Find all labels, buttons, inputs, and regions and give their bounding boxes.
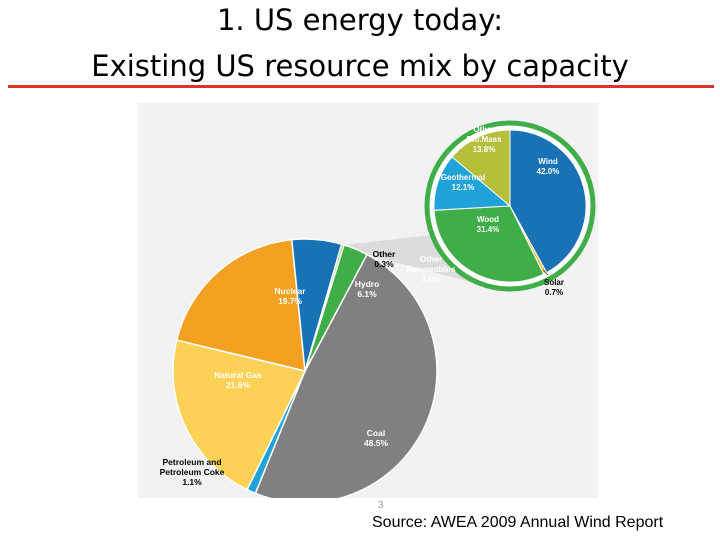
- title-underline: [8, 85, 714, 88]
- label-other-renewables: Other Renewables 3.0%: [406, 254, 455, 284]
- label-natural-gas: Natural Gas 21.6%: [214, 370, 262, 390]
- page-number: 3: [378, 500, 384, 511]
- slice-labels: Coal 48.5% Petroleum and Petroleum Coke 1.1%…: [160, 125, 564, 487]
- slice-wind: [509, 129, 587, 274]
- slide-title-line-1: 1. US energy today:: [216, 3, 504, 37]
- slice-wood: [433, 205, 545, 283]
- pie-chart-svg: Coal 48.5% Petroleum and Petroleum Coke 1.1%…: [160, 120, 596, 498]
- label-geothermal: Geothermal 12.1%: [441, 173, 485, 192]
- label-coal: Coal 48.5%: [364, 428, 389, 448]
- slide-title-line-2: Existing US resource mix by capacity: [91, 49, 629, 83]
- label-other-bio-mass: Other Bio.Mass 13.8%: [466, 125, 502, 154]
- label-nuclear: Nuclear 19.7%: [274, 286, 306, 306]
- slice-other-renewables: [304, 243, 368, 372]
- source-note: Source: AWEA 2009 Annual Wind Report: [372, 514, 664, 531]
- label-wind: Wind 42.0%: [537, 157, 560, 176]
- slice-coal: [254, 253, 438, 498]
- detail-pie: [424, 120, 596, 292]
- slice-nuclear: [175, 238, 306, 372]
- label-petroleum-and-petroleum-coke: Petroleum and Petroleum Coke 1.1%: [160, 457, 225, 487]
- label-wood: Wood 31.4%: [477, 215, 500, 234]
- label-other: Other 0.3%: [373, 249, 396, 269]
- main-pie: [172, 238, 438, 498]
- slice-natural-gas: [172, 339, 307, 491]
- label-hydro: Hydro 6.1%: [355, 279, 380, 299]
- chart-figure: Coal 48.5% Petroleum and Petroleum Coke 1.1%…: [138, 103, 598, 498]
- slice-other-bio-mass: [451, 129, 511, 208]
- solar-leader-line: [543, 269, 549, 276]
- label-solar: Solar 0.7%: [544, 278, 564, 297]
